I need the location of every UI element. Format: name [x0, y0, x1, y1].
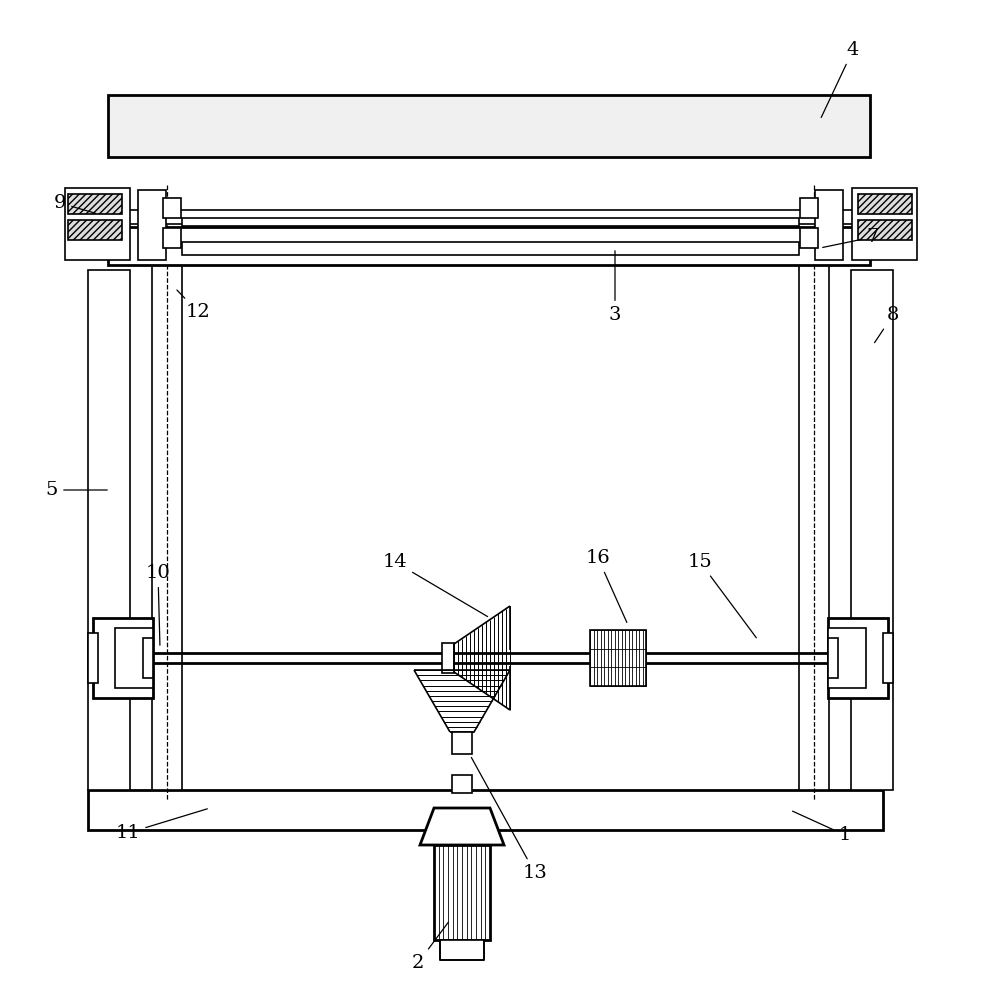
Bar — [852, 188, 917, 260]
Bar — [88, 270, 130, 790]
Bar — [851, 270, 893, 790]
Text: 3: 3 — [608, 251, 621, 324]
Text: 15: 15 — [688, 553, 756, 638]
Bar — [88, 790, 883, 830]
Bar — [434, 845, 490, 940]
Bar — [143, 638, 153, 678]
Bar — [182, 218, 799, 226]
Bar — [108, 95, 870, 157]
Bar — [440, 940, 484, 960]
Bar — [65, 188, 130, 260]
Bar — [828, 628, 866, 688]
Text: 5: 5 — [46, 481, 107, 499]
Bar — [590, 630, 646, 686]
Bar — [800, 198, 818, 218]
Bar — [858, 220, 912, 240]
Text: 2: 2 — [412, 922, 448, 972]
Text: 9: 9 — [54, 194, 95, 213]
Bar — [68, 194, 122, 214]
Bar — [108, 210, 870, 224]
Bar — [108, 227, 870, 265]
Bar — [182, 242, 799, 255]
Bar — [68, 220, 122, 240]
Bar — [883, 633, 893, 683]
Bar — [452, 775, 472, 793]
Bar — [88, 633, 98, 683]
Text: 4: 4 — [822, 41, 859, 117]
Bar — [452, 732, 472, 754]
Bar — [152, 265, 182, 790]
Bar — [163, 228, 181, 248]
Text: 8: 8 — [874, 306, 899, 343]
Text: 14: 14 — [383, 553, 488, 617]
Text: 11: 11 — [116, 809, 207, 842]
Bar — [828, 618, 888, 698]
Text: 1: 1 — [793, 811, 851, 844]
Bar — [858, 194, 912, 214]
Bar — [138, 190, 166, 260]
Bar — [799, 265, 829, 790]
Text: 16: 16 — [586, 549, 627, 622]
Bar — [815, 190, 843, 260]
Bar — [115, 628, 153, 688]
Bar — [800, 228, 818, 248]
Text: 12: 12 — [177, 290, 210, 321]
Polygon shape — [420, 808, 504, 845]
Text: 10: 10 — [146, 564, 170, 645]
Bar — [828, 638, 838, 678]
Bar — [93, 618, 153, 698]
Bar — [442, 643, 454, 673]
Bar — [163, 198, 181, 218]
Text: 7: 7 — [823, 228, 879, 247]
Text: 13: 13 — [472, 757, 547, 882]
